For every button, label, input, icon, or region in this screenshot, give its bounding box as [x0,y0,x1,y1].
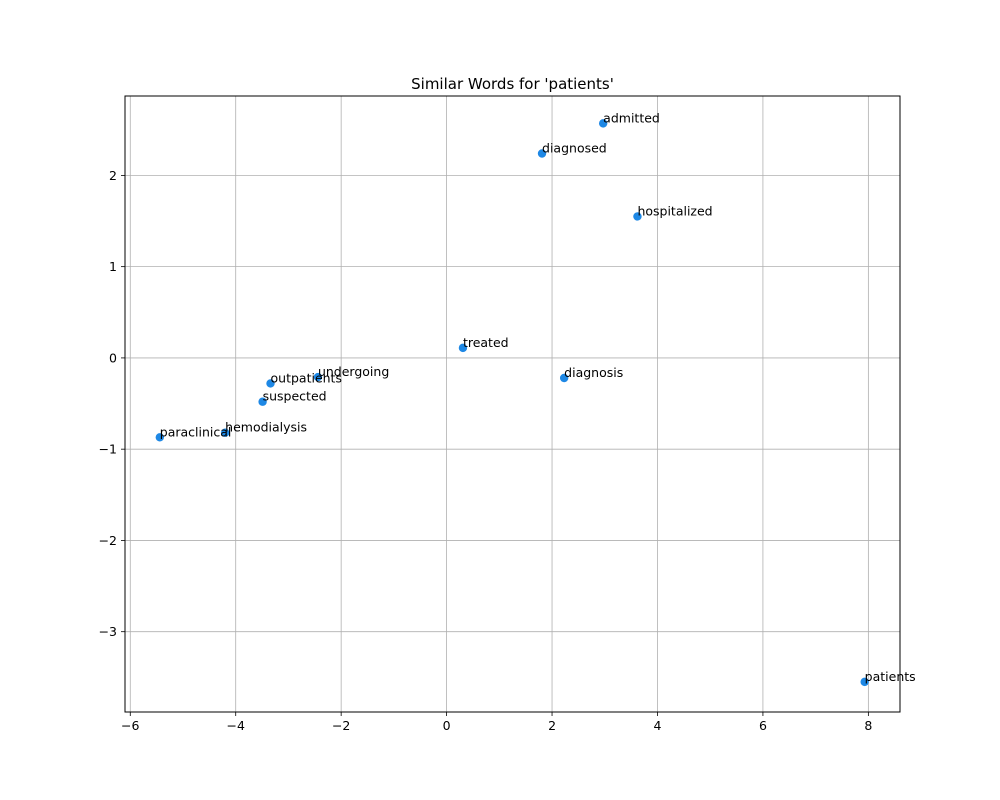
point-labels: admitted diagnosed hospitalized treated diag… [160,110,916,684]
data-point-label: diagnosis [564,365,623,380]
x-tick-label: −6 [121,718,139,733]
y-tick-label: 1 [109,259,117,274]
data-point [313,372,323,382]
chart-title: Similar Words for 'patients' [411,75,614,93]
x-tick-label: −2 [332,718,350,733]
x-tick-label: 6 [759,718,767,733]
x-tick-label: 2 [548,718,556,733]
data-point-label: patients [865,669,916,684]
data-points [155,119,869,687]
data-point-label: hemodialysis [225,420,307,435]
data-point [598,119,608,128]
data-point-label: undergoing [318,364,389,379]
x-tick-label: 8 [864,718,872,733]
data-point [155,433,164,442]
data-point [266,379,275,388]
data-point [458,343,468,353]
data-point [220,428,230,437]
x-tick-label: 0 [443,718,451,733]
data-point [860,677,869,687]
data-point-label: outpatients [271,370,342,385]
y-tick-label: 2 [109,168,117,183]
axis-ticks: −6 −4 −2 0 2 4 6 8 −3 −2 −1 0 1 2 [99,168,873,733]
data-point [559,373,569,383]
data-point-label: diagnosed [542,140,607,155]
data-point-label: treated [463,335,509,350]
data-point [633,212,642,221]
y-tick-label: 0 [109,350,117,365]
data-point-label: suspected [263,389,327,404]
data-point [258,397,267,406]
y-tick-label: −2 [99,533,117,548]
plot-frame [124,95,901,713]
y-tick-label: −1 [99,442,117,457]
data-point-label: paraclinical [160,424,232,439]
data-point-label: admitted [603,110,660,125]
grid [125,96,900,712]
data-point [537,149,547,158]
x-tick-label: 4 [654,718,662,733]
y-tick-label: −3 [99,624,117,639]
data-point-label: hospitalized [637,203,712,218]
x-tick-label: −4 [226,718,244,733]
